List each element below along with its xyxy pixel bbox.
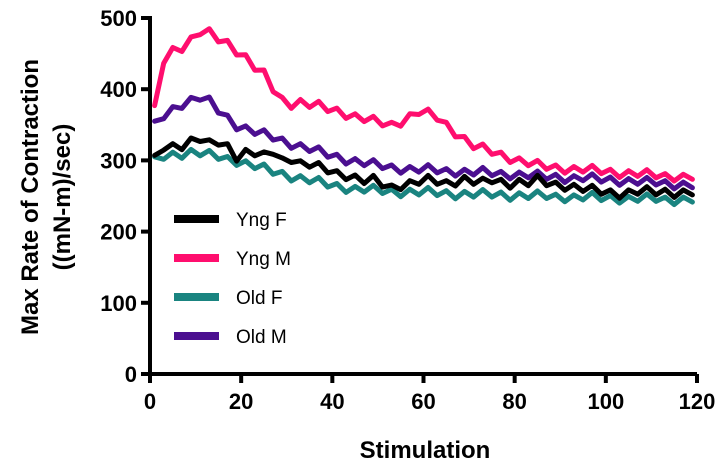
series-line-old-m	[152, 94, 695, 192]
series-line-yng-f	[152, 135, 695, 201]
x-tick-label: 40	[320, 389, 344, 414]
legend-label: Yng F	[236, 210, 287, 231]
y-tick-label: 200	[100, 220, 137, 245]
x-tick-label: 100	[587, 389, 624, 414]
series-layer	[152, 26, 695, 207]
y-tick-label: 100	[100, 291, 137, 316]
y-tick-label: 300	[100, 148, 137, 173]
y-tick-label: 500	[100, 6, 137, 31]
y-tick-label: 0	[125, 362, 137, 387]
y-axis-title-line2: ((mN-m)/sec)	[49, 124, 76, 271]
series-line-yng-m	[152, 26, 695, 184]
series-line-old-f	[152, 146, 695, 207]
legend: Yng F Yng M Old F Old M	[174, 210, 291, 348]
x-tick-label: 120	[679, 389, 716, 414]
x-axis-ticks: 0 20 40 60 80 100 120	[144, 374, 715, 414]
x-axis-title: Stimulation	[360, 437, 491, 464]
legend-label: Yng M	[236, 249, 291, 270]
x-tick-label: 0	[144, 389, 156, 414]
x-tick-label: 80	[502, 389, 526, 414]
y-tick-label: 400	[100, 77, 137, 102]
x-tick-label: 60	[411, 389, 435, 414]
legend-label: Old F	[236, 288, 282, 309]
y-axis-title-line1: Max Rate of Contraction	[17, 59, 44, 335]
legend-label: Old M	[236, 327, 287, 348]
x-tick-label: 20	[229, 389, 253, 414]
y-axis-ticks: 0 100 200 300 400 500	[100, 6, 150, 387]
